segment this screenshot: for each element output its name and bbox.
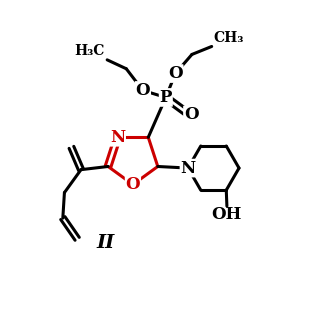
Text: P: P	[160, 89, 172, 106]
Text: N: N	[180, 160, 196, 177]
Text: CH₃: CH₃	[213, 31, 244, 45]
Text: O: O	[126, 176, 140, 193]
Text: O: O	[168, 65, 183, 82]
Text: II: II	[97, 234, 115, 252]
Text: OH: OH	[212, 206, 242, 223]
Text: H₃C: H₃C	[74, 44, 105, 58]
Text: O: O	[136, 82, 150, 99]
Text: N: N	[110, 129, 125, 146]
Text: O: O	[184, 107, 199, 124]
